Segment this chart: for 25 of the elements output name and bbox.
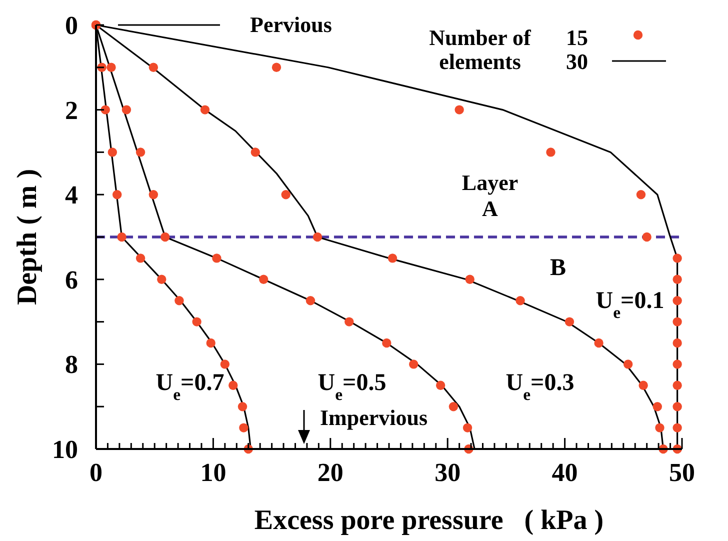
y-axis-title: Depth ( m ) <box>12 168 43 306</box>
annotation: U$_{e}$=0.5 <box>318 370 386 404</box>
annotation: Pervious <box>250 12 332 37</box>
annotation: B <box>550 255 566 281</box>
annotation: Layer A <box>462 170 518 221</box>
x-tick-label: 40 <box>552 458 578 487</box>
annotation: U$_{e}$=0.7 <box>156 370 224 404</box>
legend-label: 15 <box>566 25 588 50</box>
x-tick-label: 30 <box>434 458 461 487</box>
annotation: U$_{e}$=0.1 <box>596 288 664 322</box>
y-tick-label: 0 <box>65 11 78 40</box>
x-axis-title: Excess pore pressure ( kPa ) <box>254 505 604 536</box>
annotation: U$_{e}$=0.3 <box>506 370 574 404</box>
y-tick-label: 2 <box>65 96 78 125</box>
x-tick-label: 10 <box>200 458 226 487</box>
legend-label: 30 <box>566 49 588 74</box>
x-tick-label: 20 <box>317 458 344 487</box>
legend-title: Number of elements <box>429 25 532 74</box>
annotation: Impervious <box>320 405 428 430</box>
x-tick-label: 50 <box>669 458 695 487</box>
y-tick-label: 8 <box>65 350 78 380</box>
y-tick-label: 10 <box>52 435 78 464</box>
y-tick-label: 4 <box>65 180 78 210</box>
y-tick-label: 6 <box>65 265 78 294</box>
x-tick-label: 0 <box>90 458 102 487</box>
